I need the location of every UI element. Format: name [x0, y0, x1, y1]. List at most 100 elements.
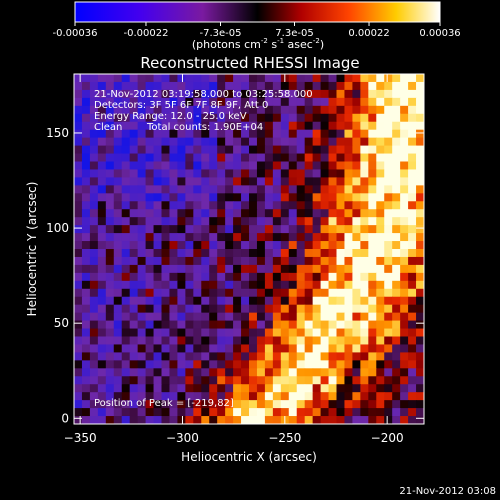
heatmap-cell	[241, 249, 250, 258]
heatmap-cell	[249, 312, 258, 322]
heatmap-cell	[249, 233, 258, 242]
heatmap-cell	[416, 177, 424, 186]
heatmap-cell	[376, 360, 385, 369]
heatmap-cell	[320, 225, 330, 234]
heatmap-cell	[384, 264, 393, 274]
heatmap-cell	[360, 89, 369, 99]
heatmap-cell	[81, 320, 91, 330]
heatmap-cell	[97, 384, 107, 393]
heatmap-cell	[249, 304, 258, 314]
heatmap-cell	[256, 145, 266, 155]
heatmap-cell	[185, 105, 194, 115]
heatmap-cell	[217, 81, 226, 91]
heatmap-cell	[416, 225, 424, 234]
heatmap-cell	[129, 113, 139, 123]
heatmap-cell	[320, 217, 330, 226]
heatmap-cell	[344, 249, 354, 258]
heatmap-cell	[249, 328, 258, 338]
heatmap-cell	[304, 153, 314, 163]
heatmap-cell	[241, 97, 250, 107]
heatmap-cell	[97, 185, 107, 194]
heatmap-cell	[272, 344, 282, 354]
heatmap-cell	[344, 97, 354, 107]
heatmap-cell	[169, 129, 179, 139]
heatmap-cell	[201, 225, 210, 234]
heatmap-cell	[360, 97, 369, 107]
heatmap-cell	[74, 153, 83, 163]
heatmap-cell	[272, 89, 282, 99]
heatmap-cell	[209, 225, 218, 234]
heatmap-cell	[368, 368, 377, 377]
heatmap-cell	[105, 217, 115, 226]
heatmap-cell	[89, 185, 99, 194]
heatmap-cell	[193, 74, 202, 83]
heatmap-cell	[352, 384, 361, 393]
heatmap-cell	[288, 336, 298, 346]
heatmap-cell	[225, 153, 234, 163]
heatmap-cell	[304, 408, 314, 417]
heatmap-cell	[296, 161, 306, 171]
total-counts-text: Total counts: 1.90E+04	[146, 122, 263, 133]
heatmap-cell	[241, 201, 250, 210]
heatmap-cell	[392, 185, 401, 194]
heatmap-cell	[352, 249, 361, 258]
heatmap-cell	[384, 74, 393, 83]
heatmap-cell	[193, 217, 202, 226]
heatmap-cell	[129, 272, 139, 282]
heatmap-cell	[193, 89, 202, 99]
heatmap-cell	[416, 336, 424, 346]
heatmap-cell	[296, 129, 306, 139]
heatmap-cell	[89, 233, 99, 242]
heatmap-cell	[201, 280, 210, 290]
heatmap-cell	[256, 336, 266, 346]
heatmap-cell	[264, 225, 274, 234]
heatmap-cell	[177, 177, 186, 186]
heatmap-cell	[320, 352, 330, 361]
heatmap-cell	[105, 384, 115, 393]
heatmap-cell	[312, 368, 322, 377]
heatmap-cell	[225, 201, 234, 210]
heatmap-cell	[392, 304, 401, 314]
heatmap-cell	[416, 193, 424, 202]
heatmap-cell	[89, 280, 99, 290]
heatmap-cell	[217, 161, 226, 171]
heatmap-cell	[249, 344, 258, 354]
heatmap-cell	[344, 74, 354, 83]
heatmap-cell	[344, 400, 354, 409]
heatmap-cell	[288, 121, 298, 131]
heatmap-cell	[256, 81, 266, 91]
heatmap-cell	[249, 97, 258, 107]
heatmap-cell	[225, 344, 234, 354]
heatmap-cell	[105, 376, 115, 385]
heatmap-cell	[113, 288, 123, 298]
heatmap-cell	[121, 225, 131, 234]
heatmap-cell	[105, 368, 115, 377]
heatmap-cell	[129, 360, 139, 369]
heatmap-cell	[225, 408, 234, 417]
heatmap-cell	[392, 161, 401, 171]
heatmap-cell	[169, 249, 179, 258]
heatmap-cell	[328, 336, 338, 346]
heatmap-cell	[169, 320, 179, 330]
heatmap-cell	[153, 392, 163, 401]
heatmap-cell	[89, 360, 99, 369]
heatmap-cell	[280, 288, 290, 298]
heatmap-cell	[81, 400, 91, 409]
heatmap-cell	[304, 320, 314, 330]
heatmap-cell	[392, 105, 401, 115]
heatmap-cell	[193, 304, 202, 314]
heatmap-cell	[368, 249, 377, 258]
heatmap-cell	[153, 416, 163, 424]
heatmap-cell	[376, 312, 385, 322]
heatmap-cell	[201, 161, 210, 171]
heatmap-cell	[74, 113, 83, 123]
heatmap-cell	[408, 296, 417, 306]
heatmap-cell	[312, 153, 322, 163]
heatmap-cell	[209, 105, 218, 115]
heatmap-cell	[368, 185, 377, 194]
heatmap-cell	[328, 400, 338, 409]
heatmap-cell	[137, 145, 147, 155]
heatmap-cell	[344, 312, 354, 322]
heatmap-cell	[169, 296, 179, 306]
heatmap-cell	[233, 392, 242, 401]
